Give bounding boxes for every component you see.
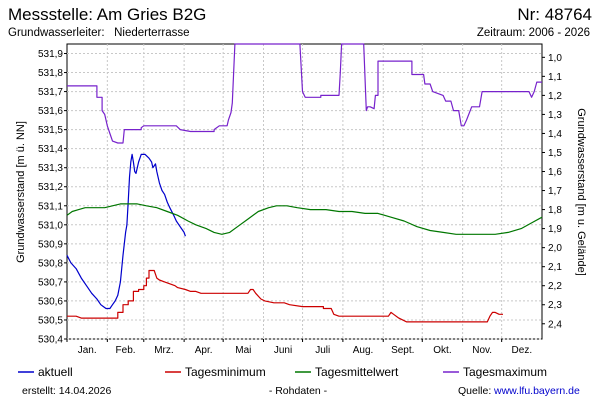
legend-label: Tagesminimum — [185, 365, 266, 379]
y2-tick-label: 1,5 — [548, 148, 562, 159]
x-tick-label: Sept. — [391, 345, 414, 356]
y-tick-label: 531,6 — [38, 106, 63, 117]
x-tick-label: Juli — [315, 345, 330, 356]
y2-tick-label: 1,4 — [548, 129, 562, 140]
y-tick-label: 531,0 — [38, 220, 63, 231]
legend-label: Tagesmaximum — [463, 365, 547, 379]
y-tick-label: 531,9 — [38, 49, 63, 60]
legend-label: Tagesmittelwert — [315, 365, 399, 379]
y2-tick-label: 1,6 — [548, 167, 562, 178]
y-tick-label: 530,6 — [38, 296, 63, 307]
x-tick-label: Dez. — [512, 345, 533, 356]
series-lines — [66, 43, 543, 323]
y2-tick-label: 2,3 — [548, 300, 562, 311]
y-tick-label: 530,5 — [38, 315, 63, 326]
y-tick-label: 531,5 — [38, 125, 63, 136]
y2-tick-label: 1,7 — [548, 186, 562, 197]
y2-tick-label: 2,1 — [548, 262, 562, 273]
y2-tick-label: 1,1 — [548, 72, 562, 83]
y2-axis-label: Grundwasserstand [m u. Gelände] — [575, 108, 587, 276]
raw-data-note: - Rohdaten - — [269, 385, 328, 397]
created-date: erstellt: 14.04.2026 — [22, 385, 111, 397]
series-line-aktuell — [66, 153, 186, 310]
y2-tick-label: 1,2 — [548, 91, 562, 102]
aquifer-info: Grundwasserleiter: Niederterrasse — [8, 27, 190, 39]
y2-tick-labels: 1,0 1,1 1,2 1,3 1,4 1,5 1,6 1,7 1,8 1,9 2,0 2,1 2,2 2… — [548, 53, 562, 330]
y-axis-label: Grundwasserstand [m ü. NN] — [15, 121, 27, 263]
series-line-tagesminimum — [67, 269, 503, 323]
y2-tick-label: 2,2 — [548, 281, 562, 292]
y2-tick-label: 2,0 — [548, 243, 562, 254]
source-link[interactable]: www.lfu.bayern.de — [493, 385, 580, 397]
aquifer-label: Grundwasserleiter: — [8, 27, 105, 39]
y2-tick-label: 2,4 — [548, 319, 562, 330]
legend: aktuell Tagesminimum Tagesmittelwert Tagesm… — [18, 365, 547, 379]
period-label: Zeitraum: 2006 - 2026 — [476, 27, 590, 39]
y2-tick-label: 1,9 — [548, 224, 562, 235]
y-tick-label: 531,2 — [38, 182, 63, 193]
station-number: Nr: 48764 — [517, 5, 592, 24]
source-label: Quelle: — [458, 385, 491, 397]
y-tick-label: 531,4 — [38, 144, 63, 155]
y-tick-label: 531,3 — [38, 163, 63, 174]
x-tick-label: Jan. — [78, 345, 97, 356]
aquifer-value: Niederterrasse — [114, 27, 190, 39]
y2-tick-label: 1,3 — [548, 110, 562, 121]
y-tick-label: 531,7 — [38, 87, 63, 98]
grid — [64, 44, 545, 342]
y-tick-label: 531,8 — [38, 68, 63, 79]
y-tick-labels: 530,4 530,5 530,6 530,7 530,8 530,9 531,0 531,1… — [38, 49, 63, 345]
y-tick-label: 531,1 — [38, 201, 63, 212]
y-tick-label: 530,8 — [38, 258, 63, 269]
y-tick-label: 530,7 — [38, 277, 63, 288]
x-tick-label: Nov. — [472, 345, 492, 356]
series-line-tagesmittelwert — [66, 203, 543, 235]
x-tick-label: Okt. — [433, 345, 451, 356]
x-tick-labels: Jan. Feb. Mrz. Apr. Mai Juni Juli Aug. Sept. Okt.… — [78, 345, 532, 356]
x-tick-label: Mai — [235, 345, 251, 356]
y2-tick-label: 1,0 — [548, 53, 562, 64]
chart-title: Messstelle: Am Gries B2G — [8, 5, 207, 24]
y-tick-label: 530,9 — [38, 239, 63, 250]
x-tick-label: Mrz. — [154, 345, 173, 356]
y-tick-label: 530,4 — [38, 335, 63, 346]
x-tick-label: Feb. — [116, 345, 136, 356]
plot-area — [66, 43, 543, 340]
y2-tick-label: 1,8 — [548, 205, 562, 216]
legend-label: aktuell — [38, 365, 73, 379]
x-tick-label: Juni — [274, 345, 292, 356]
x-tick-label: Apr. — [195, 345, 213, 356]
x-tick-label: Aug. — [353, 345, 374, 356]
series-line-tagesmaximum — [67, 43, 542, 144]
